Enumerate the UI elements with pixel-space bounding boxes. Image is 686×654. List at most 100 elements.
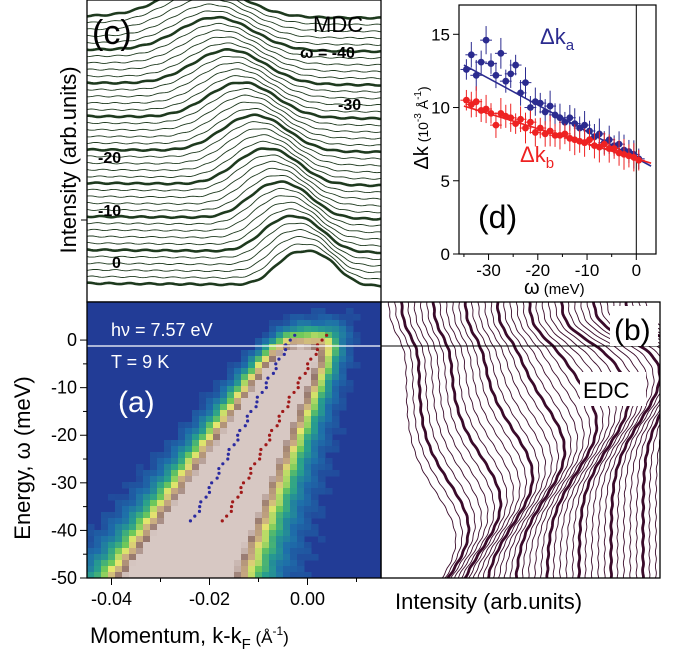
heatmap-cell (304, 320, 312, 327)
heatmap-cell (171, 512, 179, 519)
dispersion-dot-b (268, 434, 271, 437)
heatmap-cell (241, 464, 249, 471)
heatmap-cell (241, 368, 249, 375)
heatmap-cell (213, 410, 221, 417)
heatmap-cell (220, 380, 228, 387)
heatmap-cell (339, 362, 347, 369)
heatmap-cell (276, 494, 284, 501)
heatmap-cell (297, 458, 305, 465)
heatmap-cell (318, 476, 326, 483)
heatmap-cell (290, 470, 298, 477)
heatmap-cell (220, 476, 228, 483)
heatmap-cell (283, 476, 291, 483)
heatmap-cell (164, 494, 172, 501)
heatmap-cell (325, 410, 333, 417)
heatmap-cell (241, 386, 249, 393)
heatmap-cell (304, 344, 312, 351)
heatmap-cell (269, 356, 277, 363)
heatmap-cell (325, 368, 333, 375)
dispersion-dot-b (259, 453, 262, 456)
panel-a-xtick-label: -0.04 (91, 589, 132, 609)
heatmap-cell (227, 392, 235, 399)
heatmap-cell (234, 530, 242, 537)
heatmap-cell (150, 452, 158, 459)
heatmap-cell (213, 398, 221, 405)
heatmap-cell (220, 416, 228, 423)
heatmap-cell (262, 356, 270, 363)
heatmap-cell (108, 518, 116, 525)
heatmap-cell (283, 374, 291, 381)
heatmap-cell (339, 314, 347, 321)
heatmap-cell (304, 512, 312, 519)
heatmap-cell (318, 452, 326, 459)
dispersion-dot-b (288, 396, 291, 399)
heatmap-cell (213, 440, 221, 447)
heatmap-cell (318, 446, 326, 453)
dispersion-dot-b (230, 505, 233, 508)
heatmap-cell (143, 500, 151, 507)
series-b-point (522, 125, 529, 132)
panel-a-ytick-label: -10 (51, 378, 77, 398)
heatmap-cell (297, 440, 305, 447)
heatmap-cell (276, 380, 284, 387)
heatmap-cell (339, 374, 347, 381)
heatmap-cell (150, 566, 158, 573)
heatmap-cell (262, 338, 270, 345)
heatmap-cell (157, 476, 165, 483)
heatmap-cell (227, 548, 235, 555)
dispersion-dot-b (287, 400, 290, 403)
heatmap-cell (164, 458, 172, 465)
heatmap-cell (318, 326, 326, 333)
heatmap-cell (178, 548, 186, 555)
series-a-point (537, 100, 544, 107)
heatmap-cell (241, 362, 249, 369)
heatmap-cell (318, 440, 326, 447)
panel-b-xlabel: Intensity (arb.units) (395, 589, 582, 614)
heatmap-cell (227, 374, 235, 381)
heatmap-cell (171, 536, 179, 543)
heatmap-cell (122, 518, 130, 525)
heatmap-cell (304, 506, 312, 513)
dispersion-dot-a (293, 334, 296, 337)
heatmap-cell (297, 494, 305, 501)
heatmap-cell (213, 434, 221, 441)
heatmap-cell (297, 446, 305, 453)
heatmap-cell (269, 524, 277, 531)
series-b-point (527, 119, 534, 126)
heatmap-cell (157, 524, 165, 531)
heatmap-cell (290, 410, 298, 417)
heatmap-cell (269, 374, 277, 381)
dispersion-dot-b (239, 486, 242, 489)
heatmap-cell (304, 398, 312, 405)
series-b-point (635, 157, 642, 164)
heatmap-cell (318, 506, 326, 513)
heatmap-cell (157, 452, 165, 459)
series-b-label-base: Δk (520, 142, 547, 167)
heatmap-cell (185, 434, 193, 441)
heatmap-cell (346, 314, 354, 321)
heatmap-cell (234, 404, 242, 411)
heatmap-cell (311, 458, 319, 465)
heatmap-cell (199, 392, 207, 399)
heatmap-cell (290, 458, 298, 465)
heatmap-cell (101, 560, 109, 567)
heatmap-cell (297, 416, 305, 423)
series-a-point (542, 109, 549, 116)
heatmap-cell (318, 380, 326, 387)
heatmap-cell (255, 350, 263, 357)
heatmap-cell (304, 446, 312, 453)
heatmap-cell (220, 536, 228, 543)
heatmap-cell (115, 560, 123, 567)
edc-curve-bold (465, 300, 533, 580)
heatmap-cell (185, 554, 193, 561)
heatmap-cell (178, 518, 186, 525)
heatmap-cell (290, 452, 298, 459)
panel-d-ylabel-close: ) (415, 86, 431, 91)
heatmap-cell (192, 452, 200, 459)
omega-label-0: 0 (112, 255, 121, 272)
heatmap-cell (115, 500, 123, 507)
heatmap-cell (136, 464, 144, 471)
heatmap-cell (325, 380, 333, 387)
panel-b: (b) EDC Intensity (arb.units) (381, 300, 686, 614)
heatmap-cell (269, 566, 277, 573)
